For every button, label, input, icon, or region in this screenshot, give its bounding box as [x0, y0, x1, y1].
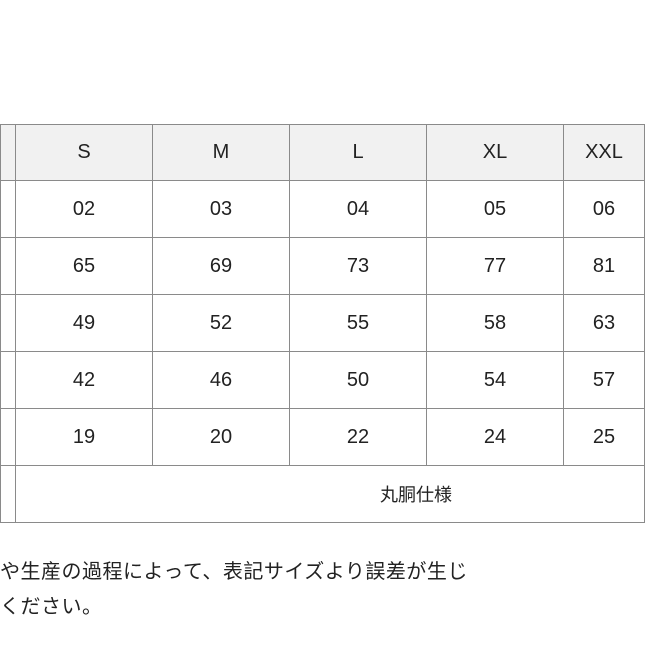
- header-cell-xxl: XXL: [563, 124, 645, 181]
- table-cell: 57: [563, 351, 645, 409]
- table-header-row: S M L XL XXL: [0, 124, 645, 181]
- header-cell-l: L: [289, 124, 427, 181]
- note-cell: 丸胴仕様: [15, 465, 645, 523]
- table-cell: 58: [426, 294, 564, 352]
- table-cell: 55: [289, 294, 427, 352]
- table-cell: 46: [152, 351, 290, 409]
- table-cell: 22: [289, 408, 427, 466]
- row-label: [0, 465, 16, 523]
- table-cell: 81: [563, 237, 645, 295]
- table-cell: 42: [15, 351, 153, 409]
- table-row: 19 20 22 24 25: [0, 408, 645, 466]
- table-cell: 69: [152, 237, 290, 295]
- table-cell: 03: [152, 180, 290, 238]
- table-row: 49 52 55 58 63: [0, 294, 645, 352]
- table-cell: 73: [289, 237, 427, 295]
- table-cell: 04: [289, 180, 427, 238]
- table-cell: 19: [15, 408, 153, 466]
- table-cell: 06: [563, 180, 645, 238]
- header-cell: [0, 124, 16, 181]
- table-cell: 63: [563, 294, 645, 352]
- table-row: 65 69 73 77 81: [0, 237, 645, 295]
- note-row: 丸胴仕様: [0, 465, 645, 523]
- table-cell: 54: [426, 351, 564, 409]
- row-label: [0, 294, 16, 352]
- header-cell-s: S: [15, 124, 153, 181]
- table-cell: 05: [426, 180, 564, 238]
- row-label: [0, 237, 16, 295]
- table-cell: 24: [426, 408, 564, 466]
- row-label: [0, 408, 16, 466]
- table-cell: 25: [563, 408, 645, 466]
- table-cell: 52: [152, 294, 290, 352]
- row-label: [0, 351, 16, 409]
- footer-note-line-2: ください。: [0, 596, 103, 618]
- table-row: 42 46 50 54 57: [0, 351, 645, 409]
- table-cell: 77: [426, 237, 564, 295]
- table-cell: 50: [289, 351, 427, 409]
- header-cell-m: M: [152, 124, 290, 181]
- table-cell: 02: [15, 180, 153, 238]
- size-chart-table: S M L XL XXL 02 03 04 05 06 65 69 73 77 …: [0, 124, 645, 523]
- table-cell: 20: [152, 408, 290, 466]
- header-cell-xl: XL: [426, 124, 564, 181]
- table-row: 02 03 04 05 06: [0, 180, 645, 238]
- table-cell: 49: [15, 294, 153, 352]
- row-label: [0, 180, 16, 238]
- table-cell: 65: [15, 237, 153, 295]
- footer-note-line-1: や生産の過程によって、表記サイズより誤差が生じ: [0, 561, 468, 583]
